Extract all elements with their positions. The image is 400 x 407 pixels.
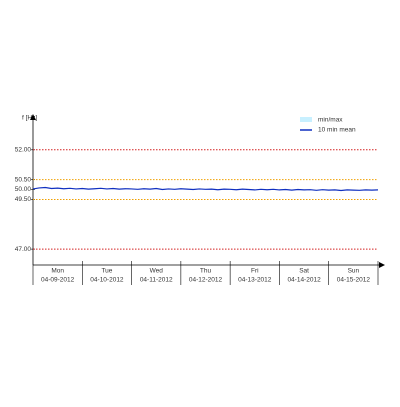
date-label: 04-13-2012 (238, 277, 272, 284)
day-label: Fri (251, 268, 259, 275)
day-label: Mon (51, 268, 64, 275)
date-label: 04-15-2012 (337, 277, 371, 284)
legend-label: 10 min mean (318, 127, 356, 134)
y-arrow (30, 114, 36, 120)
day-label: Sat (299, 268, 309, 275)
day-label: Tue (101, 268, 112, 275)
data-line (32, 186, 379, 192)
y-tick-label: 50.50 (15, 176, 32, 183)
date-label: 04-12-2012 (189, 277, 223, 284)
y-tick-label: 52.00 (15, 147, 32, 154)
y-tick-label: 49.50 (15, 196, 32, 203)
day-label: Sun (348, 268, 360, 275)
x-arrow (379, 262, 385, 268)
legend-label: min/max (318, 117, 343, 124)
y-axis-label: f [Hz] (22, 115, 37, 122)
y-tick-label: 47.00 (15, 246, 32, 253)
date-label: 04-14-2012 (287, 277, 321, 284)
y-tick-label: 50.00 (15, 186, 32, 193)
legend-swatch (300, 117, 312, 122)
date-label: 04-10-2012 (90, 277, 124, 284)
day-label: Wed (150, 268, 164, 275)
date-label: 04-09-2012 (41, 277, 75, 284)
day-label: Thu (200, 268, 212, 275)
date-label: 04-11-2012 (140, 277, 173, 284)
